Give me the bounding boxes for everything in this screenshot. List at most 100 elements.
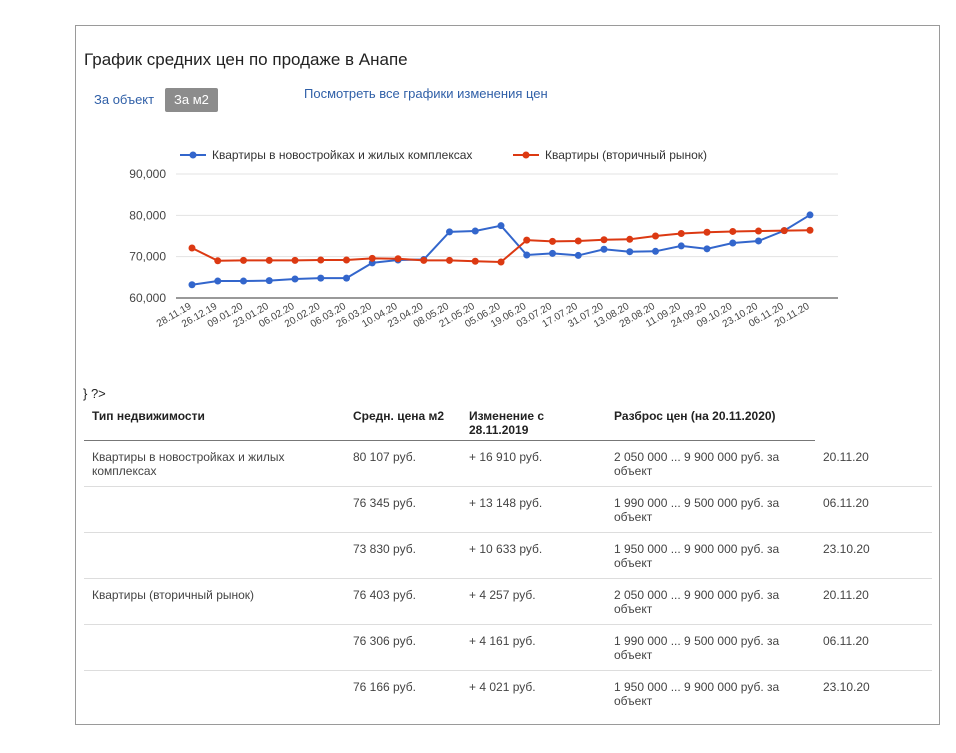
data-point [755, 227, 762, 235]
cell-date: 20.11.20 [815, 578, 932, 625]
table-row: 76 166 руб. + 4 021 руб. 1 950 000 ... 9 9… [84, 671, 932, 717]
tab-per-m2[interactable]: За м2 [165, 88, 218, 112]
data-point [729, 227, 737, 235]
cell-change: + 4 257 руб. [461, 578, 606, 625]
data-point [780, 227, 788, 235]
y-tick-label: 80,000 [129, 208, 166, 222]
cell-change: + 4 161 руб. [461, 624, 606, 671]
table-row: 73 830 руб. + 10 633 руб. 1 950 000 ... 9 … [84, 532, 932, 579]
cell-property-type: Квартиры в новостройках и жилых комплекс… [84, 440, 345, 487]
table-row: 76 306 руб. + 4 161 руб. 1 990 000 ... 9 5… [84, 624, 932, 671]
data-point [343, 256, 350, 264]
data-point [652, 232, 659, 240]
data-point [703, 245, 711, 253]
data-point [214, 257, 222, 265]
legend-marker [189, 151, 197, 159]
data-point [806, 211, 814, 219]
all-charts-link[interactable]: Посмотреть все графики изменения цен [304, 86, 548, 101]
legend-label: Квартиры в новостройках и жилых комплекс… [212, 148, 472, 162]
cell-date: 06.11.20 [815, 486, 932, 533]
data-point [677, 242, 685, 250]
y-tick-label: 90,000 [129, 167, 166, 181]
data-point [343, 274, 350, 282]
cell-price-range: 1 990 000 ... 9 500 000 руб. за объект [606, 486, 815, 533]
data-point [446, 228, 453, 236]
cell-property-type: Квартиры (вторичный рынок) [84, 578, 345, 625]
cell-change: + 13 148 руб. [461, 486, 606, 533]
data-point [471, 257, 479, 265]
cell-price-range: 1 950 000 ... 9 900 000 руб. за объект [606, 532, 815, 579]
data-point [471, 227, 479, 235]
data-point [677, 230, 685, 238]
cell-avg-price: 76 166 руб. [353, 680, 416, 694]
legend-label: Квартиры (вторичный рынок) [545, 148, 707, 162]
data-point [574, 237, 582, 245]
data-point [806, 226, 814, 234]
price-chart-panel: График средних цен по продаже в Анапе За… [75, 25, 940, 725]
data-point [755, 237, 762, 245]
data-point [523, 236, 531, 244]
cell-avg-price: 76 345 руб. [345, 486, 461, 533]
table-row: Квартиры (вторичный рынок) 76 403 руб. + 4… [84, 578, 932, 625]
data-point [265, 256, 273, 264]
cell-avg-price: 76 306 руб. [345, 624, 461, 671]
table-row: Квартиры в новостройках и жилых комплекс… [84, 440, 932, 487]
data-point [549, 237, 556, 245]
header-property-type: Тип недвижимости [84, 404, 345, 441]
data-point [214, 277, 222, 285]
header-date [815, 404, 932, 441]
data-point [188, 244, 196, 252]
y-tick-label: 60,000 [129, 291, 166, 305]
cell-change: + 16 910 руб. [461, 440, 606, 487]
data-point [729, 239, 737, 247]
data-point [626, 248, 634, 256]
header-price-range: Разброс цен (на 20.11.2020) [606, 404, 815, 441]
data-point [368, 254, 376, 262]
cell-property-type [84, 532, 345, 579]
price-table-body: Квартиры в новостройках и жилых комплекс… [84, 440, 932, 717]
cell-change: + 4 021 руб. [469, 680, 536, 694]
data-point [549, 249, 556, 257]
cell-date: 06.11.20 [815, 624, 932, 671]
cell-property-type [84, 486, 345, 533]
data-point [652, 247, 659, 255]
page-title: График средних цен по продаже в Анапе [84, 50, 408, 69]
header-change: Изменение с 28.11.2019 [461, 404, 606, 441]
data-point [600, 245, 608, 253]
tab-per-object[interactable]: За объект [94, 92, 155, 107]
cell-avg-price: 73 830 руб. [345, 532, 461, 579]
price-line-chart: 60,00070,00080,00090,00028.11.1926.12.19… [129, 148, 838, 330]
data-point [626, 235, 634, 243]
cell-price-range: 2 050 000 ... 9 900 000 руб. за объект [606, 578, 815, 625]
data-point [240, 256, 247, 264]
cell-date: 23.10.20 [815, 532, 932, 579]
cell-property-type [84, 624, 345, 671]
data-point [497, 222, 505, 230]
cell-avg-price: 80 107 руб. [345, 440, 461, 487]
data-point [523, 251, 531, 259]
data-point [574, 251, 582, 259]
data-point [317, 256, 325, 264]
y-tick-label: 70,000 [129, 250, 166, 264]
data-point [240, 277, 247, 285]
data-point [291, 275, 299, 283]
cell-avg-price: 76 403 руб. [345, 578, 461, 625]
data-point [600, 236, 608, 244]
cell-property-type [84, 671, 345, 717]
cell-price-range: 1 950 000 ... 9 900 000 руб. за объект [614, 680, 780, 708]
data-point [703, 228, 711, 236]
table-row: 76 345 руб. + 13 148 руб. 1 990 000 ... 9 … [84, 486, 932, 533]
header-avg-price: Средн. цена м2 [345, 404, 461, 441]
data-point [317, 274, 325, 282]
cell-change: + 10 633 руб. [461, 532, 606, 579]
cell-price-range: 2 050 000 ... 9 900 000 руб. за объект [606, 440, 815, 487]
legend-marker [522, 151, 530, 159]
data-point [446, 256, 453, 264]
data-point [291, 256, 299, 264]
data-point [188, 281, 196, 289]
data-point [497, 258, 505, 266]
cell-date: 23.10.20 [823, 680, 870, 694]
data-point [420, 256, 428, 264]
price-table: Тип недвижимости Средн. цена м2 Изменени… [84, 404, 932, 716]
data-point [394, 255, 402, 263]
